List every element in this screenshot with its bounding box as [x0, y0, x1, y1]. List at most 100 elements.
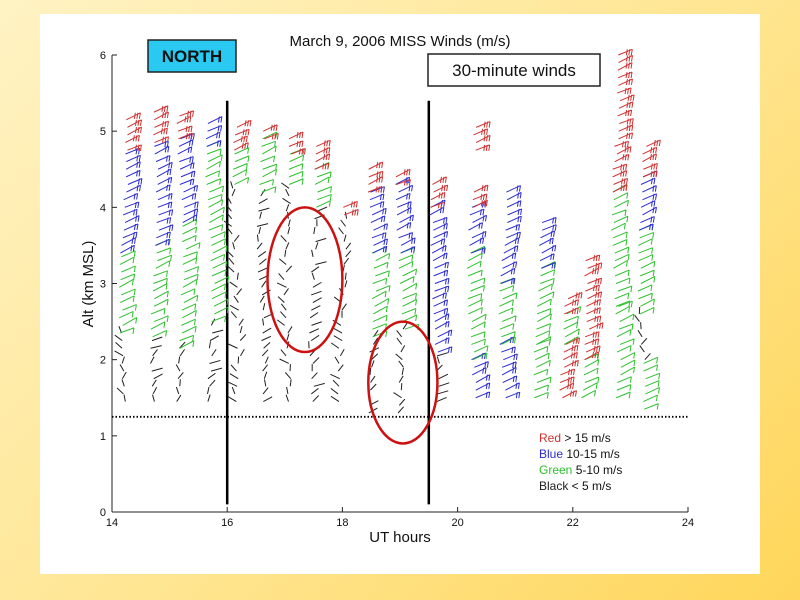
barb-shaft: [287, 219, 291, 227]
barb-flag: [134, 237, 136, 244]
barb-shaft: [402, 298, 417, 307]
barb-flag: [488, 374, 491, 381]
barb-flag: [484, 201, 487, 208]
barb-flag: [512, 367, 515, 374]
barb-flag: [136, 112, 139, 119]
wind-barb: [261, 145, 277, 155]
wind-barb: [538, 283, 553, 292]
barb-flag: [166, 111, 169, 119]
wind-barb: [375, 252, 391, 262]
barb-shaft: [151, 379, 157, 387]
wind-barb: [233, 234, 240, 242]
wind-barb: [261, 349, 269, 357]
legend-blue-desc: 10-15 m/s: [563, 447, 620, 461]
barb-shaft: [584, 267, 599, 277]
barb-shaft: [540, 230, 555, 239]
barb-shaft: [209, 214, 224, 224]
barb-shaft: [614, 253, 630, 262]
barb-shaft: [398, 398, 406, 406]
barb-shaft: [121, 265, 136, 273]
wind-barb: [280, 235, 287, 242]
wind-barb: [616, 87, 632, 94]
barb-flag: [627, 154, 630, 161]
barb-flag: [483, 321, 486, 328]
wind-barb: [470, 331, 486, 338]
wind-barb: [208, 154, 223, 163]
barb-shaft: [616, 146, 632, 155]
barb-shaft: [262, 131, 277, 140]
barb-shaft: [126, 184, 141, 193]
wind-barb: [257, 251, 267, 258]
wind-barb: [229, 373, 239, 380]
wind-barb: [211, 238, 226, 246]
barb-flag: [597, 359, 600, 366]
barb-shaft: [312, 297, 322, 303]
wind-barb: [231, 188, 236, 197]
wind-barb: [542, 224, 557, 231]
wind-barb: [437, 390, 449, 395]
wind-barb: [309, 328, 320, 334]
barb-flag: [488, 121, 491, 128]
wind-barb: [616, 329, 632, 338]
barb-shaft: [369, 193, 385, 201]
wind-barb: [506, 231, 521, 239]
barb-flag: [301, 140, 304, 147]
barb-flag: [653, 276, 656, 283]
wind-barb: [150, 321, 166, 330]
barb-flag: [658, 387, 660, 394]
barb-flag: [226, 307, 229, 314]
wind-barb: [227, 381, 238, 387]
barb-flag: [296, 131, 299, 139]
barb-flag: [553, 262, 556, 269]
barb-flag: [219, 178, 222, 185]
barb-shaft: [152, 349, 158, 357]
barb-flag: [411, 261, 414, 268]
barb-flag: [482, 237, 485, 244]
wind-barb: [642, 206, 657, 216]
wind-barb: [564, 299, 579, 307]
barb-shaft: [122, 208, 138, 216]
barb-shaft: [539, 237, 554, 246]
barb-flag: [385, 330, 388, 338]
barb-flag: [189, 110, 192, 117]
wind-barb: [584, 376, 600, 384]
wind-barb: [611, 222, 626, 231]
barb-flag: [193, 171, 196, 178]
wind-barb: [332, 379, 340, 387]
barb-shaft: [638, 254, 654, 262]
barb-flag: [415, 283, 418, 290]
barb-flag: [596, 307, 599, 314]
barb-flag: [241, 142, 244, 149]
wind-barb: [230, 364, 237, 372]
barb-flag: [632, 313, 635, 321]
wind-barb: [121, 379, 125, 387]
legend-blue-word: Blue: [539, 447, 563, 461]
barb-shaft: [261, 140, 276, 147]
wind-barb: [152, 329, 168, 338]
barb-flag: [194, 303, 197, 310]
wind-barb: [317, 186, 333, 193]
barb-flag: [656, 364, 659, 371]
barb-flag: [137, 119, 140, 126]
wind-barb: [539, 291, 555, 300]
barb-flag: [598, 307, 601, 314]
wind-barb: [207, 394, 211, 402]
barb-shaft: [210, 254, 225, 262]
barb-shaft: [211, 231, 226, 239]
wind-barb: [642, 185, 657, 193]
barb-flag: [513, 337, 516, 344]
wind-barb: [642, 146, 658, 155]
barb-shaft: [400, 345, 406, 353]
barb-shaft: [368, 170, 384, 178]
barb-flag: [631, 132, 634, 139]
wind-barb: [343, 257, 350, 265]
wind-barb: [396, 221, 412, 231]
wind-barb: [178, 356, 181, 364]
barb-shaft: [640, 260, 656, 269]
barb-flag: [630, 109, 633, 117]
x-tick-label: 22: [567, 517, 579, 529]
barb-flag: [567, 383, 570, 390]
barb-flag: [138, 170, 141, 177]
barb-flag: [651, 247, 654, 254]
